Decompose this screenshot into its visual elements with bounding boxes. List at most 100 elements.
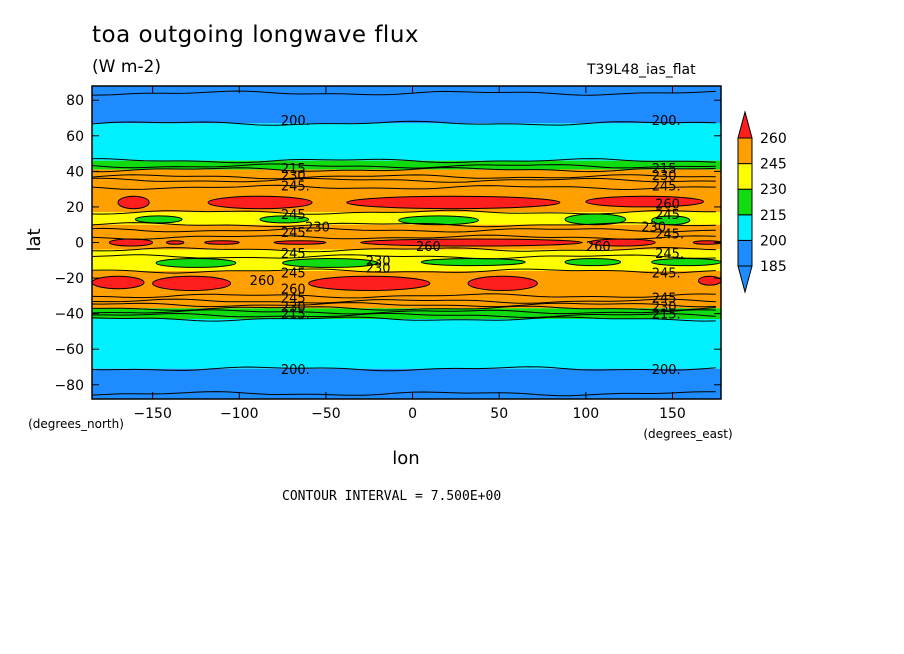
contour-label: 230 [652,301,677,316]
zonal-band-2 [92,160,721,170]
y-tick-label: −60 [54,342,84,358]
contour-label: 245 [281,208,306,223]
y-tick-label: 40 [66,164,84,180]
contour-patch-18 [420,258,526,267]
contour-label: 245 [655,208,680,223]
contour-patch-6 [398,215,479,226]
zonal-band-0 [92,86,721,124]
zonal-band-9 [92,318,721,369]
contour-label: 245 [652,292,677,307]
contour-label: 200. [281,363,310,378]
contour-line-12 [92,246,716,253]
contour-label: 200. [281,114,310,129]
contour-label: 245 [281,247,306,262]
contour-line-5 [92,174,716,180]
contour-line-8 [92,209,716,215]
contour-line-7 [92,184,716,191]
colorbar-swatch [737,188,753,216]
contour-label: 230 [366,261,391,276]
contour-label: 230 [305,220,330,235]
x-tick-label: 0 [408,406,417,422]
contour-line-20 [92,312,716,319]
contour-patch-24 [467,275,538,292]
contour-line-1 [92,120,716,126]
contour-label: 215 [281,162,306,177]
contour-label: 260 [655,197,680,212]
contour-label: 245 [281,267,306,282]
colorbar-label: 245 [760,157,787,173]
x-tick-label: 50 [490,406,508,422]
y-tick-label: 20 [66,200,84,216]
colorbar-arrow-high [737,110,753,139]
contour-line-0 [92,90,716,96]
contour-label: 200. [652,363,681,378]
chart-title: toa outgoing longwave flux [92,22,420,48]
contour-line-10 [92,227,716,233]
contour-label: 260 [281,283,306,298]
contour-label: 230 [281,301,306,316]
contour-label: 245. [655,228,684,243]
x-tick-label: −150 [133,406,171,422]
contour-label: 230 [652,169,677,184]
contour-patch-19 [564,258,621,267]
contour-line-2 [92,158,716,164]
contour-patch-10 [166,240,185,245]
axes: −150 −100 −50 0 50 100 150 −80 −60 −40 −20 0 20 40 60 8… [54,86,721,422]
y-tick-label: 60 [66,129,84,145]
contour-label: 230 [281,169,306,184]
contour-label: 245 [281,292,306,307]
y-tick-label: −40 [54,307,84,323]
x-axis-label: lon [392,448,419,469]
colorbar: 185 200 215 230 245 260 [737,110,787,294]
contour-label: 245. [281,180,310,195]
y-axis-label: lat [24,228,45,251]
contour-patch-17 [282,258,379,268]
x-unit-label: (degrees_east) [643,427,732,441]
chart-units: (W m-2) [92,57,161,77]
colorbar-label: 200 [760,233,787,249]
colorbar-label: 215 [760,208,787,224]
contour-line-19 [92,309,716,315]
contour-patch-11 [204,240,240,245]
contour-patch-9 [108,238,154,247]
colorbar-swatch [737,137,753,165]
colorbar-label: 185 [760,259,787,275]
contour-label: 260 [250,274,275,289]
contour-line-14 [92,268,716,274]
colorbar-swatch [737,214,753,241]
colorbar-label: 230 [760,182,787,198]
contour-label: 245. [655,247,684,262]
contour-patch-22 [152,275,232,292]
contour-patch-1 [207,195,313,210]
contour-label: 215. [652,308,681,323]
contour-label: 215 [652,162,677,177]
contour-patch-3 [585,195,705,208]
contour-label: 230 [641,220,666,235]
contour-label: 230 [366,254,391,269]
colorbar-arrow-low [737,265,753,294]
contour-label: 215. [281,308,310,323]
y-tick-label: −20 [54,271,84,287]
x-tick-label: −100 [220,406,258,422]
contour-line-9 [92,222,716,228]
contour-patch-4 [134,215,183,224]
contour-line-6 [92,177,716,183]
contour-patch-0 [117,195,150,210]
contour-line-23 [92,391,716,397]
run-name-label: T39L48_ias_flat [587,62,696,78]
contour-label: 245. [652,180,681,195]
contour-label: 245 [281,226,306,241]
contour-line-4 [92,166,716,173]
contour-label: 260 [586,240,611,255]
contour-patch-15 [692,240,721,245]
contour-patch-13 [360,238,583,247]
contour-patch-5 [259,215,310,224]
y-tick-label: 80 [66,93,84,109]
contour-line-22 [92,366,716,372]
zonal-band-10 [92,368,721,399]
y-tick-label: 0 [75,236,84,252]
contour-label: 200. [652,114,681,129]
colorbar-swatch [737,239,753,267]
